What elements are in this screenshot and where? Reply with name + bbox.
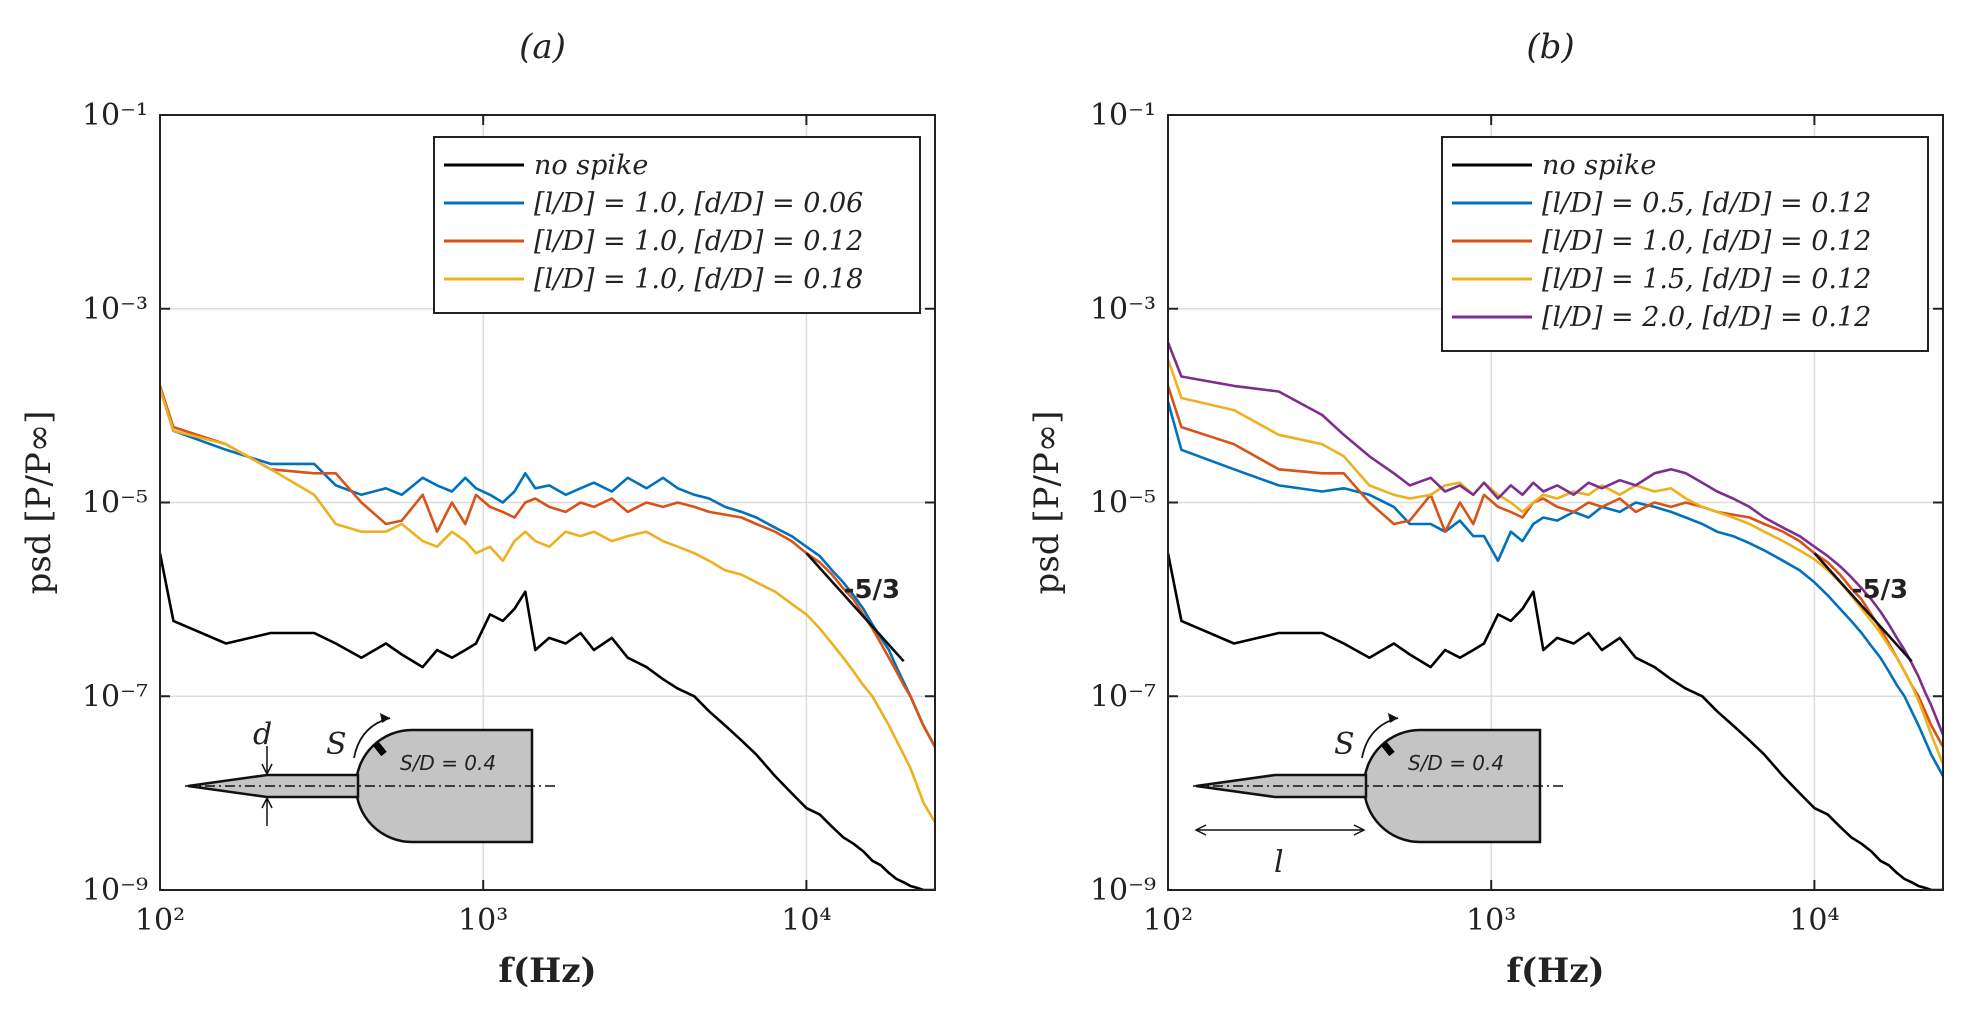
legend-entry: [l/D] = 1.0, [d/D] = 0.18 [534, 264, 863, 295]
legend-entry: [l/D] = 1.5, [d/D] = 0.12 [1542, 264, 1871, 295]
legend-box [1441, 136, 1929, 352]
inset-d-label: d [253, 717, 272, 752]
y-axis-label: psd [P/P∞] [1027, 411, 1067, 595]
panel-title: (a) [519, 27, 566, 67]
diameter-arrowhead-top [261, 763, 273, 776]
inset-s-label: S [1334, 727, 1355, 762]
slope-line [1813, 552, 1913, 663]
y-tick-label: 10⁻⁵ [1090, 486, 1156, 521]
spike-geometry-inset: S S/D = 0.4 l [1193, 713, 1563, 880]
series-line-3 [1168, 358, 1943, 765]
length-arrowhead-right [1353, 824, 1366, 836]
y-tick-label: 10⁻¹ [82, 98, 148, 133]
inset-ratio-label: S/D = 0.4 [400, 751, 496, 775]
legend-entry: no spike [1542, 150, 1656, 181]
slope-line [805, 552, 905, 663]
slope-annotation: -5/3 [1852, 575, 1908, 605]
inset-l-label: l [1274, 845, 1284, 880]
legend-entry: [l/D] = 2.0, [d/D] = 0.12 [1542, 302, 1871, 333]
legend-entry: [l/D] = 0.5, [d/D] = 0.12 [1542, 188, 1871, 219]
y-tick-label: 10⁻⁷ [1090, 679, 1156, 714]
series-group [160, 385, 935, 890]
x-tick-label: 10⁴ [1789, 903, 1839, 938]
y-tick-label: 10⁻⁹ [1090, 873, 1156, 908]
x-tick-label: 10² [1143, 903, 1193, 938]
series-line-4 [1168, 341, 1943, 736]
x-tick-label: 10⁴ [781, 903, 831, 938]
x-tick-label: 10² [135, 903, 185, 938]
series-line-3 [160, 388, 935, 823]
legend: no spike [l/D] = 1.0, [d/D] = 0.06 [l/D] =… [433, 136, 921, 314]
y-tick-label: 10⁻¹ [1090, 98, 1156, 133]
series-line-1 [160, 388, 935, 748]
x-axis-label: f(Hz) [498, 951, 596, 991]
legend-entry: [l/D] = 1.0, [d/D] = 0.06 [534, 188, 863, 219]
series-group [1168, 341, 1943, 890]
sensor-mark [1381, 741, 1395, 757]
length-arrowhead-left [1194, 824, 1207, 836]
spike-geometry-inset: S S/D = 0.4 d [185, 713, 555, 844]
legend: no spike [l/D] = 0.5, [d/D] = 0.12 [l/D] =… [1441, 136, 1929, 352]
y-tick-label: 10⁻⁷ [82, 679, 148, 714]
chart-panel-b: (b) -5/3 10² 10³ 10⁴ 10⁻⁹ 10⁻⁷ 10⁻⁵ 10⁻³ 10⁻¹ f(Hz… [1027, 27, 1944, 991]
y-tick-label: 10⁻³ [82, 292, 148, 327]
legend-entry: [l/D] = 1.0, [d/D] = 0.12 [534, 226, 863, 257]
arc-arrow-head [1388, 713, 1398, 723]
series-line-0 [160, 552, 935, 890]
slope-annotation: -5/3 [844, 575, 900, 605]
sensor-mark [373, 741, 387, 757]
series-line-1 [1168, 401, 1943, 777]
inset-ratio-label: S/D = 0.4 [1408, 751, 1504, 775]
inset-s-label: S [326, 727, 347, 762]
arc-arrow-head [380, 713, 390, 723]
x-axis-label: f(Hz) [1506, 951, 1604, 991]
chart-panel-a: (a) -5/3 10² 10³ 10⁴ 10⁻⁹ 10⁻⁷ 10⁻⁵ 10⁻³ 10⁻¹ f(Hz… [19, 27, 936, 991]
diameter-arrowhead-bottom [261, 796, 273, 809]
series-line-0 [1168, 552, 1943, 890]
y-tick-label: 10⁻³ [1090, 292, 1156, 327]
y-tick-label: 10⁻⁹ [82, 873, 148, 908]
legend-entry: [l/D] = 1.0, [d/D] = 0.12 [1542, 226, 1871, 257]
legend-entry: no spike [534, 150, 648, 181]
x-tick-label: 10³ [1466, 903, 1516, 938]
x-tick-label: 10³ [458, 903, 508, 938]
panel-title: (b) [1526, 27, 1574, 67]
y-axis-label: psd [P/P∞] [19, 411, 59, 595]
y-tick-label: 10⁻⁵ [82, 486, 148, 521]
